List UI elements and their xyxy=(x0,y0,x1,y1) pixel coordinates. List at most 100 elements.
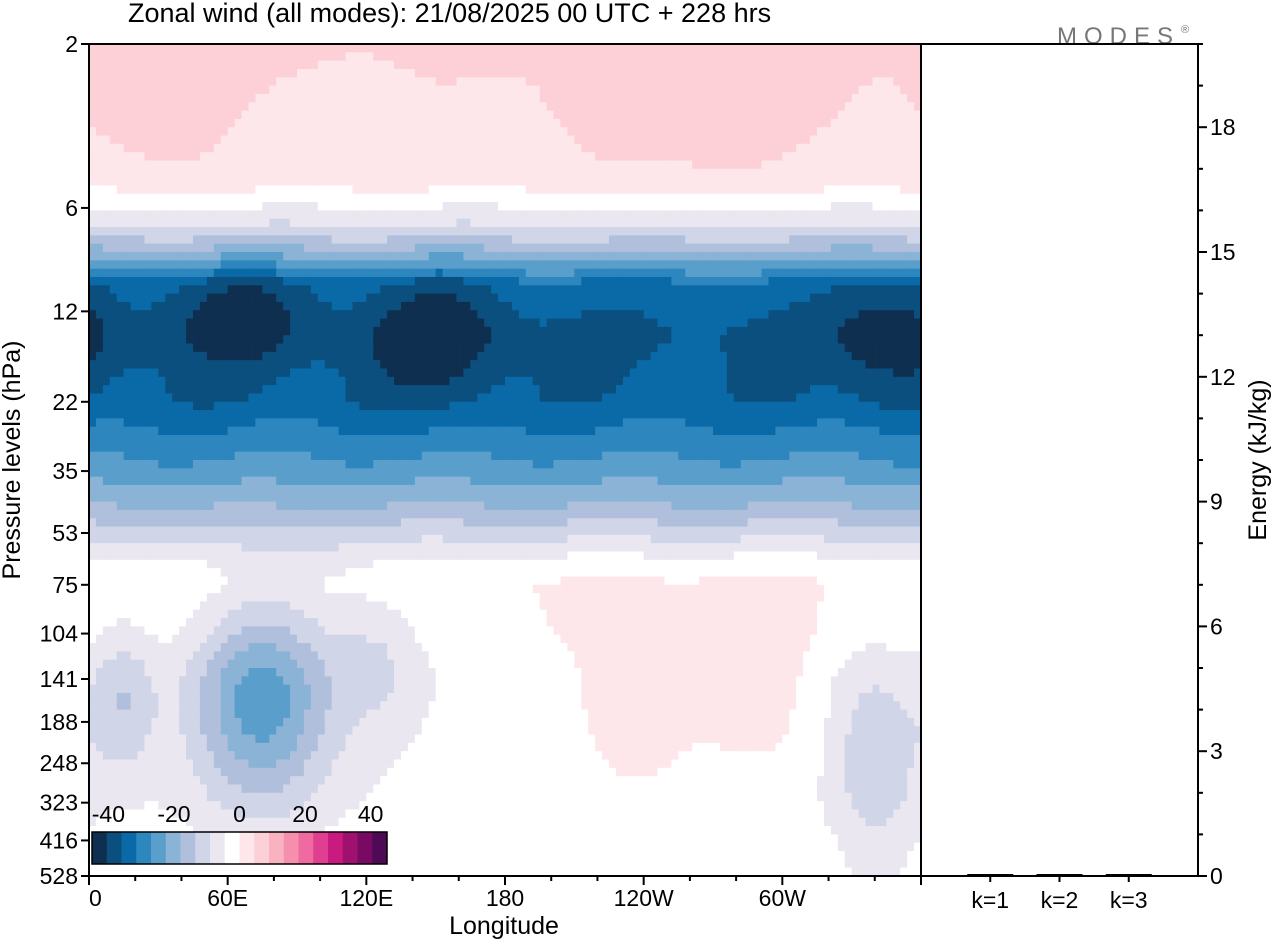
heatmap-cell xyxy=(893,177,901,187)
heatmap-cell xyxy=(317,343,326,353)
heatmap-cell xyxy=(116,60,125,70)
heatmap-cell xyxy=(699,351,707,361)
heatmap-cell xyxy=(199,385,208,395)
heatmap-cell xyxy=(657,301,666,311)
heatmap-cell xyxy=(338,202,347,211)
heatmap-cell xyxy=(435,93,444,103)
heatmap-cell xyxy=(449,44,458,53)
heatmap-cell xyxy=(421,160,430,170)
heatmap-cell xyxy=(116,68,125,78)
heatmap-cell xyxy=(276,110,284,120)
heatmap-cell xyxy=(234,52,243,62)
heatmap-cell xyxy=(817,77,825,87)
heatmap-cell xyxy=(505,52,513,62)
heatmap-cell xyxy=(525,143,534,153)
heatmap-cell xyxy=(428,127,437,137)
heatmap-cell xyxy=(144,143,152,153)
heatmap-cell xyxy=(914,160,922,170)
heatmap-cell xyxy=(865,326,874,336)
heatmap-cell xyxy=(615,252,624,261)
heatmap-cell xyxy=(657,368,666,378)
heatmap-cell xyxy=(345,260,354,270)
heatmap-cell xyxy=(470,351,478,361)
heatmap-cell xyxy=(297,210,305,220)
heatmap-cell xyxy=(525,152,534,162)
heatmap-cell xyxy=(234,235,243,245)
heatmap-cell xyxy=(775,293,783,303)
heatmap-cell xyxy=(276,293,284,303)
heatmap-cell xyxy=(719,252,728,261)
heatmap-cell xyxy=(262,193,270,203)
heatmap-cell xyxy=(387,227,395,236)
heatmap-cell xyxy=(234,227,243,236)
heatmap-cell xyxy=(595,202,603,211)
heatmap-cell xyxy=(865,243,874,253)
heatmap-cell xyxy=(817,268,825,278)
heatmap-cell xyxy=(144,168,152,178)
heatmap-cell xyxy=(629,44,638,53)
heatmap-cell xyxy=(636,127,645,137)
heatmap-cell xyxy=(373,44,381,53)
heatmap-cell xyxy=(796,118,804,128)
heatmap-cell xyxy=(276,260,284,270)
heatmap-cell xyxy=(220,385,229,395)
heatmap-cell xyxy=(539,68,548,78)
heatmap-cell xyxy=(719,168,728,178)
heatmap-cell xyxy=(782,243,790,253)
heatmap-cell xyxy=(109,68,118,78)
heatmap-cell xyxy=(740,235,749,245)
heatmap-cell xyxy=(352,110,360,120)
heatmap-cell xyxy=(352,193,360,203)
heatmap-cell xyxy=(747,243,756,253)
heatmap-cell xyxy=(456,68,464,78)
heatmap-cell xyxy=(609,335,617,345)
heatmap-cell xyxy=(713,301,721,311)
heatmap-cell xyxy=(830,235,839,245)
heatmap-cell xyxy=(269,68,277,78)
heatmap-cell xyxy=(761,210,770,220)
heatmap-cell xyxy=(428,202,437,211)
heatmap-cell xyxy=(276,218,284,228)
heatmap-cell xyxy=(643,276,652,286)
heatmap-cell xyxy=(435,160,444,170)
heatmap-cell xyxy=(865,135,874,145)
heatmap-cell xyxy=(262,285,270,295)
heatmap-cell xyxy=(823,351,832,361)
heatmap-cell xyxy=(116,376,125,386)
heatmap-cell xyxy=(810,168,818,178)
heatmap-cell xyxy=(511,127,520,137)
heatmap-cell xyxy=(387,60,395,70)
heatmap-cell xyxy=(671,93,679,103)
heatmap-cell xyxy=(817,93,825,103)
heatmap-cell xyxy=(546,243,555,253)
heatmap-cell xyxy=(719,127,728,137)
heatmap-cell xyxy=(699,44,707,53)
heatmap-cell xyxy=(706,285,714,295)
heatmap-cell xyxy=(463,243,471,253)
heatmap-cell xyxy=(858,52,867,62)
heatmap-cell xyxy=(810,360,818,370)
heatmap-cell xyxy=(95,276,104,286)
heatmap-cell xyxy=(650,301,659,311)
heatmap-cell xyxy=(754,160,763,170)
heatmap-cell xyxy=(165,335,173,345)
heatmap-cell xyxy=(463,77,471,87)
heatmap-cell xyxy=(581,218,589,228)
heatmap-cell xyxy=(907,293,915,303)
heatmap-cell xyxy=(359,44,367,53)
heatmap-cell xyxy=(179,218,187,228)
heatmap-cell xyxy=(401,227,409,236)
heatmap-cell xyxy=(407,110,416,120)
heatmap-cell xyxy=(303,143,312,153)
heatmap-cell xyxy=(276,235,284,245)
heatmap-cell xyxy=(733,44,742,53)
heatmap-cell xyxy=(352,243,360,253)
heatmap-cell xyxy=(761,160,770,170)
heatmap-cell xyxy=(456,326,464,336)
heatmap-cell xyxy=(678,135,686,145)
heatmap-cell xyxy=(220,285,229,295)
heatmap-cell xyxy=(227,351,236,361)
heatmap-cell xyxy=(588,160,596,170)
heatmap-cell xyxy=(109,351,118,361)
heatmap-cell xyxy=(165,202,173,211)
